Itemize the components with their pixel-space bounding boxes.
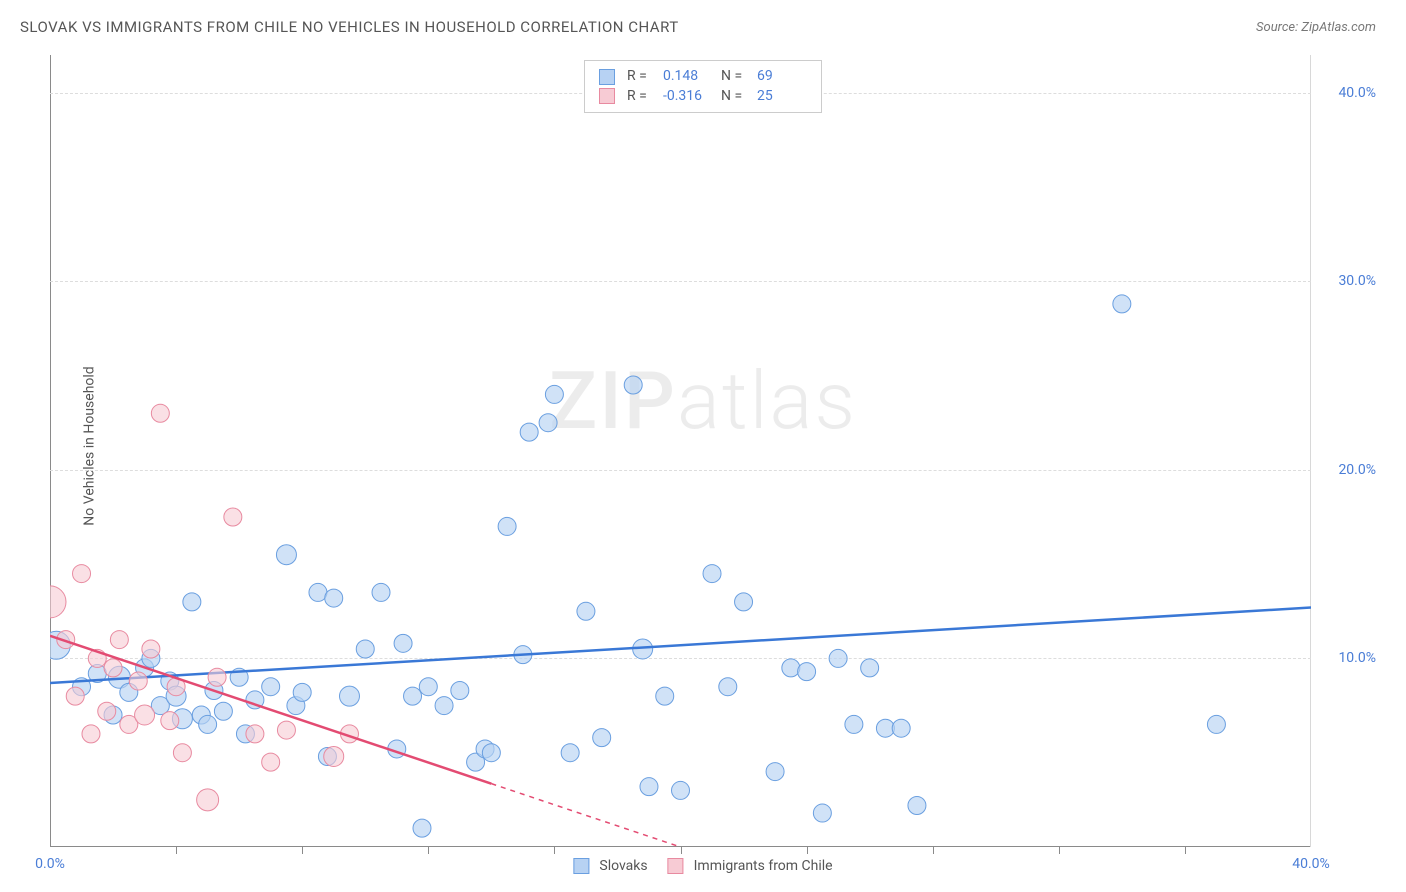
- swatch-bottom-1: [573, 858, 589, 874]
- legend-row-2: R = -0.316 N = 25: [599, 87, 807, 107]
- gridline-h: [50, 281, 1311, 282]
- chart-title: SLOVAK VS IMMIGRANTS FROM CHILE NO VEHIC…: [20, 18, 679, 36]
- plot-right-border: [1310, 55, 1311, 847]
- series-legend: Slovaks Immigrants from Chile: [573, 858, 832, 874]
- gridline-h: [50, 470, 1311, 471]
- legend-item-2: Immigrants from Chile: [668, 858, 833, 874]
- x-minor-tick: [428, 847, 429, 854]
- n-value-1: 69: [757, 67, 807, 87]
- gridline-h: [50, 658, 1311, 659]
- n-label-1: N =: [721, 67, 749, 87]
- x-minor-tick: [1059, 847, 1060, 854]
- x-minor-tick: [302, 847, 303, 854]
- x-minor-tick: [933, 847, 934, 854]
- x-minor-tick: [554, 847, 555, 854]
- swatch-series-2: [599, 88, 615, 104]
- swatch-series-1: [599, 69, 615, 85]
- swatch-bottom-2: [668, 858, 684, 874]
- legend-label-1: Slovaks: [599, 858, 647, 874]
- r-label-1: R =: [627, 67, 655, 87]
- y-tick-label: 10.0%: [1338, 650, 1376, 666]
- n-value-2: 25: [757, 87, 807, 107]
- legend-row-1: R = 0.148 N = 69: [599, 67, 807, 87]
- x-minor-tick: [176, 847, 177, 854]
- r-value-2: -0.316: [663, 87, 713, 107]
- r-value-1: 0.148: [663, 67, 713, 87]
- x-tick-label: 0.0%: [35, 856, 65, 872]
- x-minor-tick: [1185, 847, 1186, 854]
- correlation-legend: R = 0.148 N = 69 R = -0.316 N = 25: [584, 60, 822, 113]
- source-attribution: Source: ZipAtlas.com: [1256, 20, 1376, 35]
- y-tick-label: 20.0%: [1338, 462, 1376, 478]
- legend-label-2: Immigrants from Chile: [694, 858, 833, 874]
- x-minor-tick: [807, 847, 808, 854]
- r-label-2: R =: [627, 87, 655, 107]
- legend-item-1: Slovaks: [573, 858, 647, 874]
- x-minor-tick: [681, 847, 682, 854]
- y-tick-label: 30.0%: [1338, 273, 1376, 289]
- n-label-2: N =: [721, 87, 749, 107]
- x-tick-label: 40.0%: [1292, 856, 1330, 872]
- y-tick-label: 40.0%: [1338, 85, 1376, 101]
- plot-area: [50, 55, 1311, 847]
